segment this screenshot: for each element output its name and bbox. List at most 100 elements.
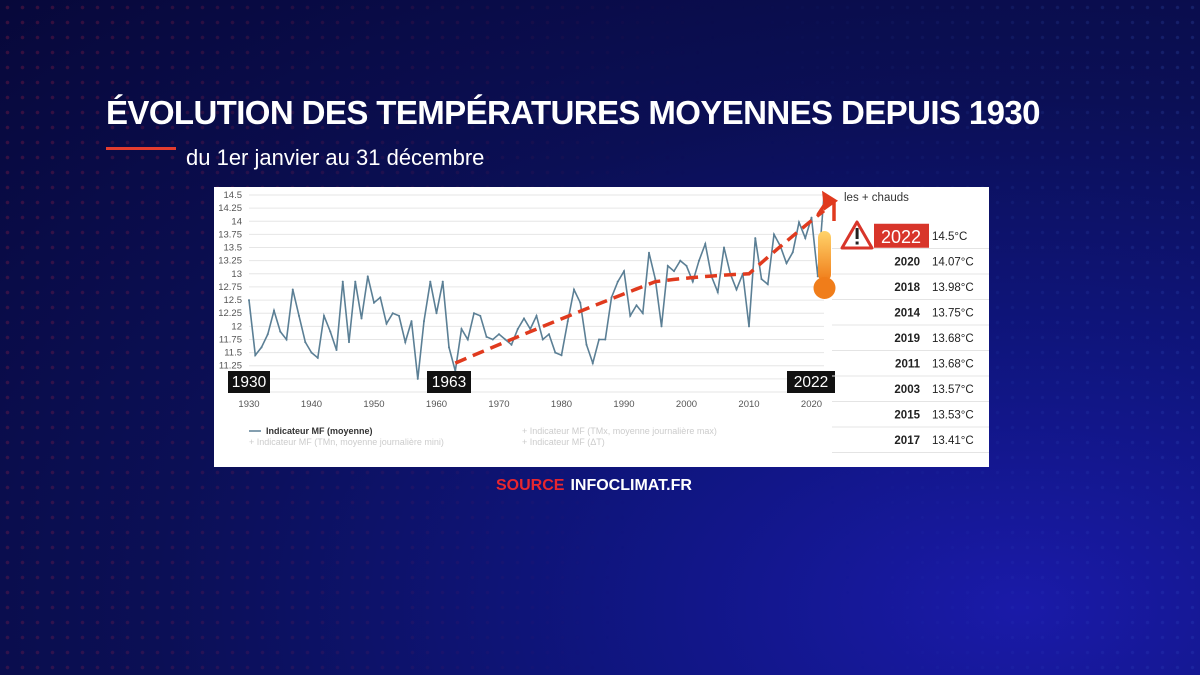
data-point	[398, 314, 400, 317]
ranking-year: 2019	[894, 333, 920, 345]
data-point	[448, 346, 450, 349]
data-point	[685, 264, 688, 267]
data-point	[379, 296, 382, 299]
data-point	[529, 327, 532, 330]
x-tick-label: 1950	[363, 399, 384, 410]
data-point	[285, 338, 288, 341]
data-point	[760, 278, 763, 281]
year-marker-label: 1963	[432, 374, 466, 391]
data-point	[279, 330, 282, 333]
chart-card: 14.5 14.25 14 13.75 13.5 13.25 13 12.75 12.5 12.2…	[214, 187, 989, 467]
data-point	[560, 354, 563, 357]
y-tick-label: 11.5	[224, 348, 242, 359]
data-point	[360, 317, 363, 320]
data-point	[435, 312, 438, 315]
legend-entry: + Indicateur MF (ΔT)	[522, 437, 605, 447]
data-point	[485, 335, 488, 338]
data-point	[635, 304, 638, 307]
x-tick-label: 2020	[801, 399, 822, 410]
data-point	[373, 301, 375, 304]
y-tick-label: 14	[231, 216, 242, 227]
data-point	[410, 320, 413, 323]
data-point	[473, 312, 475, 315]
data-point	[479, 314, 482, 317]
data-point	[648, 251, 650, 254]
data-point	[798, 221, 800, 224]
ranking-value: 13.41°C	[932, 435, 974, 447]
data-point	[441, 280, 444, 283]
arrow-icon	[816, 190, 838, 221]
data-point	[585, 343, 588, 346]
data-point	[491, 338, 494, 341]
data-point	[366, 275, 369, 278]
data-point	[354, 280, 357, 283]
x-tick-label: 1930	[238, 399, 259, 410]
temperature-chart: 14.5 14.25 14 13.75 13.5 13.25 13 12.75 12.5 12.2…	[218, 190, 989, 453]
data-point	[773, 233, 775, 236]
ranking-value: 13.57°C	[932, 384, 974, 396]
data-point	[766, 283, 769, 286]
year-marker-label: 1930	[232, 374, 267, 391]
data-point	[391, 312, 394, 315]
y-tick-label: 12	[231, 321, 242, 332]
data-point	[654, 278, 657, 281]
data-point	[416, 377, 419, 380]
data-point	[341, 280, 344, 283]
data-point	[723, 246, 725, 249]
thermometer-icon	[813, 231, 836, 299]
data-point	[273, 309, 275, 312]
data-point	[404, 341, 407, 344]
ranking-value: 13.75°C	[932, 307, 974, 319]
y-tick-label: 14.25	[218, 203, 242, 214]
legend-entry: + Indicateur MF (TMn, moyenne journalièr…	[249, 437, 444, 447]
data-point	[429, 280, 432, 283]
ranking-value: 13.68°C	[932, 333, 974, 345]
data-point	[754, 237, 757, 240]
data-point	[466, 338, 469, 341]
ranking-highlight	[874, 223, 929, 248]
ranking-year: 2015	[894, 409, 920, 421]
data-point	[348, 341, 350, 344]
year-marker-box	[787, 371, 835, 393]
data-point	[510, 343, 513, 346]
data-point	[579, 301, 582, 304]
source-label: SOURCE	[496, 477, 565, 494]
ranking-year: 2017	[894, 435, 920, 447]
page-subtitle: du 1er janvier au 31 décembre	[186, 145, 485, 170]
y-tick-label: 13.75	[218, 229, 242, 240]
ranking-year: 2018	[894, 282, 920, 294]
data-point	[504, 338, 507, 341]
y-tick-label: 12.75	[218, 282, 242, 293]
y-tick-label: 11.75	[219, 334, 242, 345]
data-point	[679, 259, 682, 262]
trend-line	[454, 209, 826, 365]
year-marker-box	[228, 371, 270, 393]
data-point	[298, 314, 300, 317]
y-tick-label: 13.25	[218, 256, 242, 267]
data-point	[666, 264, 669, 267]
data-point	[423, 320, 425, 323]
data-point	[304, 341, 307, 344]
data-point	[735, 288, 738, 291]
legend-entry: Indicateur MF (moyenne)	[266, 426, 373, 436]
data-point	[716, 291, 719, 294]
data-point	[616, 280, 619, 283]
legend-entry: + Indicateur MF (TMx, moyenne journalièr…	[522, 426, 717, 436]
ranking-year: 2011	[895, 358, 921, 370]
data-point	[566, 320, 569, 323]
data-point	[704, 242, 707, 245]
ranking-value: 13.53°C	[932, 409, 974, 421]
data-point	[691, 280, 694, 283]
data-point	[498, 333, 500, 336]
data-point	[335, 348, 338, 351]
y-tick-label: 12.5	[224, 295, 243, 306]
data-point	[254, 354, 257, 357]
data-point	[548, 333, 550, 336]
data-point	[810, 216, 813, 219]
x-tick-label: 1940	[301, 399, 322, 410]
warning-icon	[840, 220, 874, 250]
y-tick-label: 13	[231, 269, 242, 280]
x-tick-label: 1980	[551, 399, 572, 410]
title-accent-line	[106, 147, 176, 150]
ranking-year: 2022	[881, 227, 921, 247]
